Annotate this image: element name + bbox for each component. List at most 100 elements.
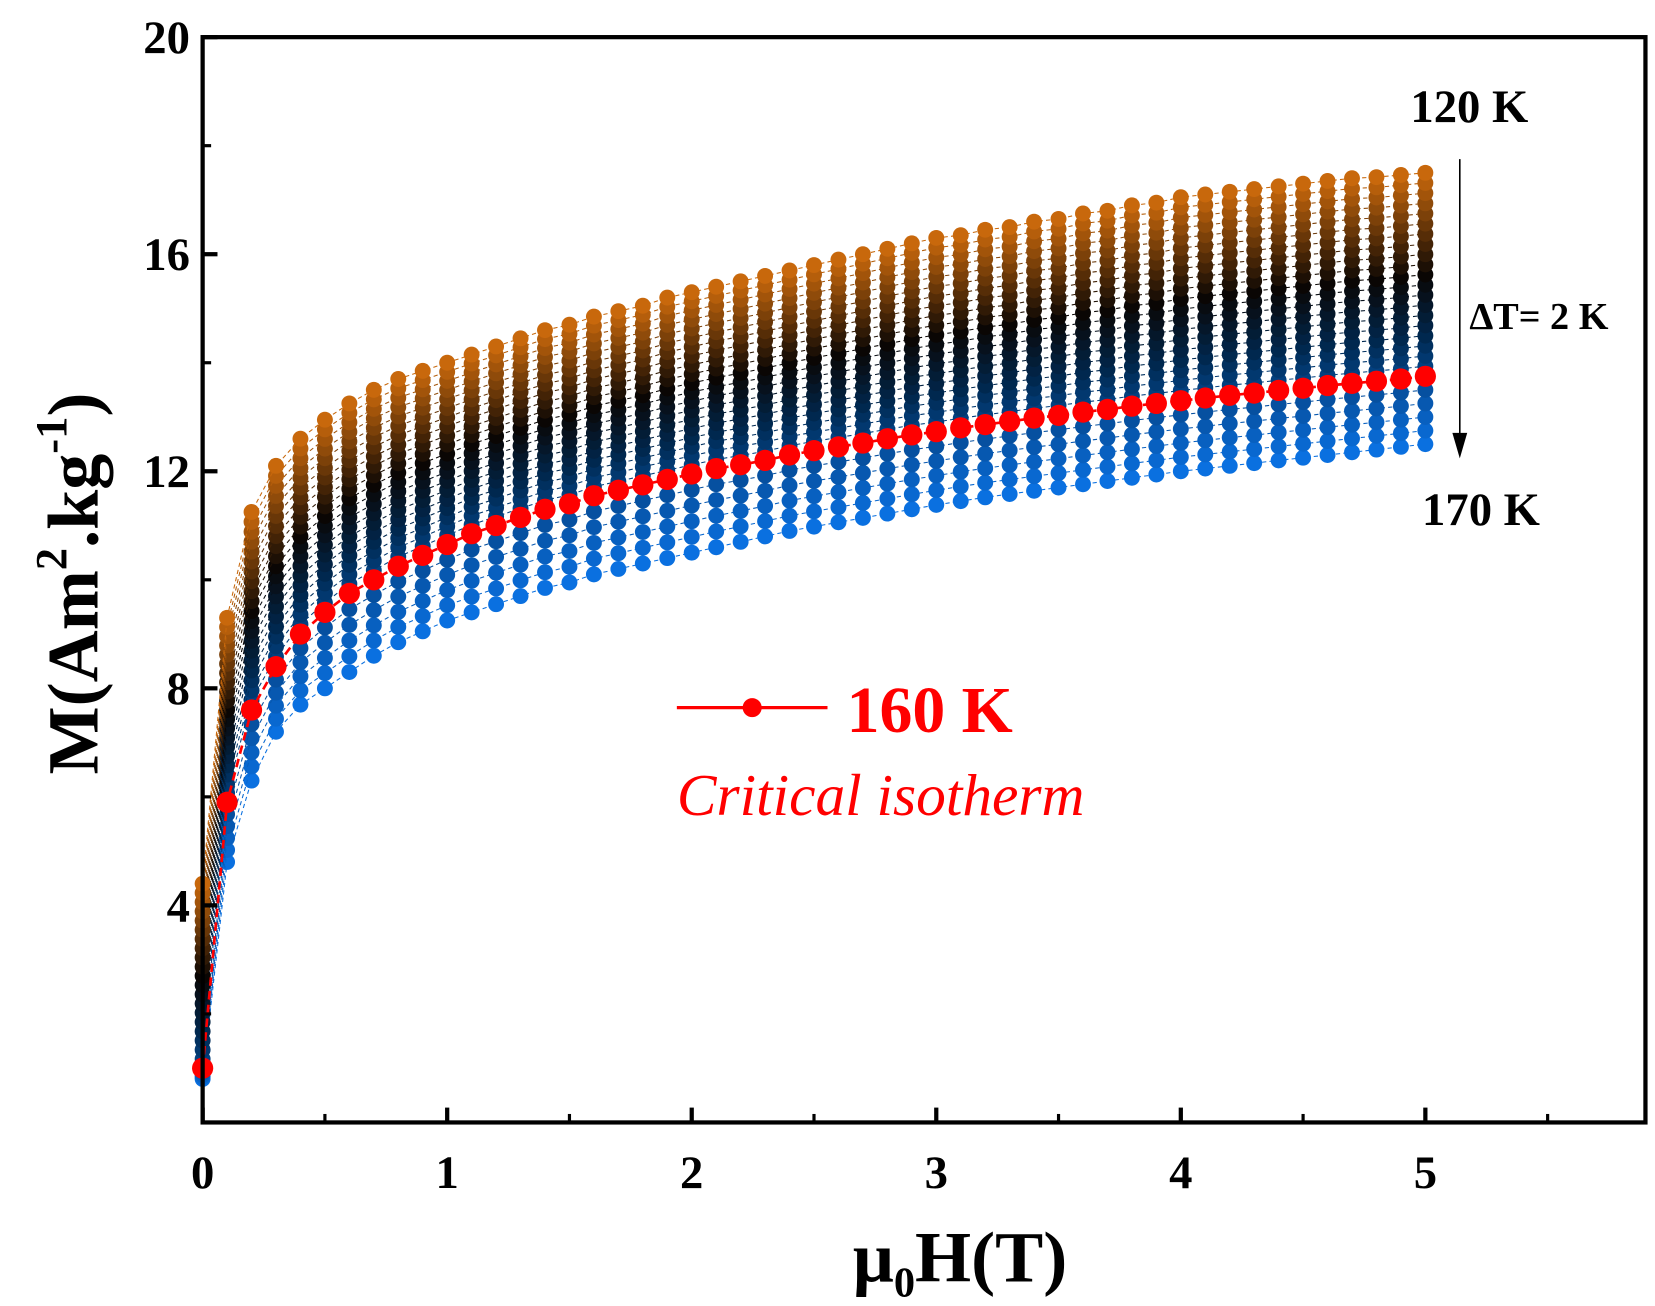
data-point	[977, 489, 994, 506]
y-tick-label: 20	[143, 12, 190, 64]
series-170k	[194, 436, 1434, 1087]
data-point-critical	[681, 463, 703, 485]
data-point	[1368, 169, 1385, 186]
data-point	[634, 492, 651, 509]
y-tick-label: 4	[167, 880, 190, 932]
data-point	[439, 566, 456, 583]
series-120k	[194, 164, 1434, 892]
data-point	[903, 441, 920, 458]
arrow-down-icon	[1452, 432, 1468, 459]
data-point	[1026, 468, 1043, 485]
data-point	[316, 649, 333, 666]
data-point	[316, 680, 333, 697]
data-point	[1172, 463, 1189, 480]
data-point	[659, 534, 676, 551]
data-point	[512, 540, 529, 557]
data-point	[1123, 455, 1140, 472]
data-point	[1001, 486, 1018, 503]
data-point-critical	[240, 699, 263, 721]
data-point	[1075, 418, 1091, 435]
data-point	[732, 533, 749, 550]
data-point	[781, 492, 798, 509]
series-line	[202, 430, 1426, 1077]
data-point	[732, 273, 749, 290]
data-point	[1319, 447, 1336, 463]
y-tick-label: 12	[143, 446, 190, 498]
data-point	[585, 519, 602, 536]
data-point	[1368, 441, 1385, 458]
data-point	[1026, 424, 1043, 441]
data-point	[977, 221, 994, 238]
data-point	[708, 278, 725, 295]
data-point-critical	[461, 523, 483, 545]
data-point	[1050, 421, 1067, 438]
data-point	[1148, 466, 1165, 483]
data-point	[757, 528, 774, 545]
data-point	[414, 562, 431, 579]
data-point	[1075, 476, 1091, 493]
data-point-critical	[754, 449, 776, 472]
data-point-critical	[656, 468, 678, 491]
data-point	[1295, 421, 1312, 438]
data-point	[1221, 401, 1238, 418]
data-point-critical	[999, 410, 1021, 432]
series-line	[202, 294, 1426, 995]
data-point	[1026, 213, 1043, 230]
data-point	[1417, 422, 1434, 439]
data-point	[732, 518, 749, 535]
data-point	[928, 482, 945, 499]
series-162k	[194, 381, 1434, 1079]
data-point-critical	[632, 474, 654, 496]
data-point	[414, 593, 431, 609]
data-point-critical	[314, 601, 336, 623]
data-point	[610, 560, 627, 577]
data-point	[1123, 426, 1140, 443]
data-point	[390, 634, 407, 651]
data-point	[1295, 435, 1312, 452]
data-point	[1417, 395, 1434, 412]
data-point-critical	[901, 424, 923, 446]
data-point	[903, 471, 920, 488]
data-point	[1246, 181, 1263, 198]
data-point	[268, 697, 284, 714]
data-point	[879, 505, 896, 522]
data-point	[1050, 436, 1067, 453]
data-point	[561, 574, 578, 591]
data-point	[537, 548, 553, 565]
data-point	[830, 499, 847, 516]
data-point	[243, 758, 260, 775]
data-point	[1148, 409, 1165, 426]
data-point	[1050, 210, 1067, 227]
data-point	[463, 604, 480, 621]
data-point	[585, 503, 602, 520]
data-point-critical	[730, 454, 752, 476]
data-point	[1319, 419, 1336, 436]
data-point	[1368, 427, 1385, 444]
series-line	[202, 314, 1426, 1013]
data-point	[1197, 404, 1214, 421]
data-point	[1172, 420, 1189, 437]
data-point	[1319, 405, 1336, 422]
data-point-critical	[803, 440, 825, 462]
data-point	[757, 467, 774, 484]
data-point	[1099, 415, 1116, 432]
series-line	[202, 253, 1426, 958]
data-point	[537, 517, 553, 533]
data-point	[488, 549, 505, 565]
data-point-critical	[436, 533, 458, 556]
data-point	[1001, 427, 1018, 444]
data-point	[365, 632, 382, 649]
data-point	[512, 588, 529, 605]
data-point	[488, 596, 505, 613]
data-point	[1319, 172, 1336, 189]
data-point	[292, 430, 309, 447]
data-point	[1123, 412, 1140, 429]
data-point	[1295, 175, 1312, 192]
data-point	[757, 498, 774, 514]
data-point	[439, 612, 456, 629]
data-point	[390, 573, 407, 590]
x-tick-label: 4	[1169, 1147, 1192, 1199]
data-point-critical	[1096, 398, 1119, 421]
data-point	[1001, 442, 1018, 459]
